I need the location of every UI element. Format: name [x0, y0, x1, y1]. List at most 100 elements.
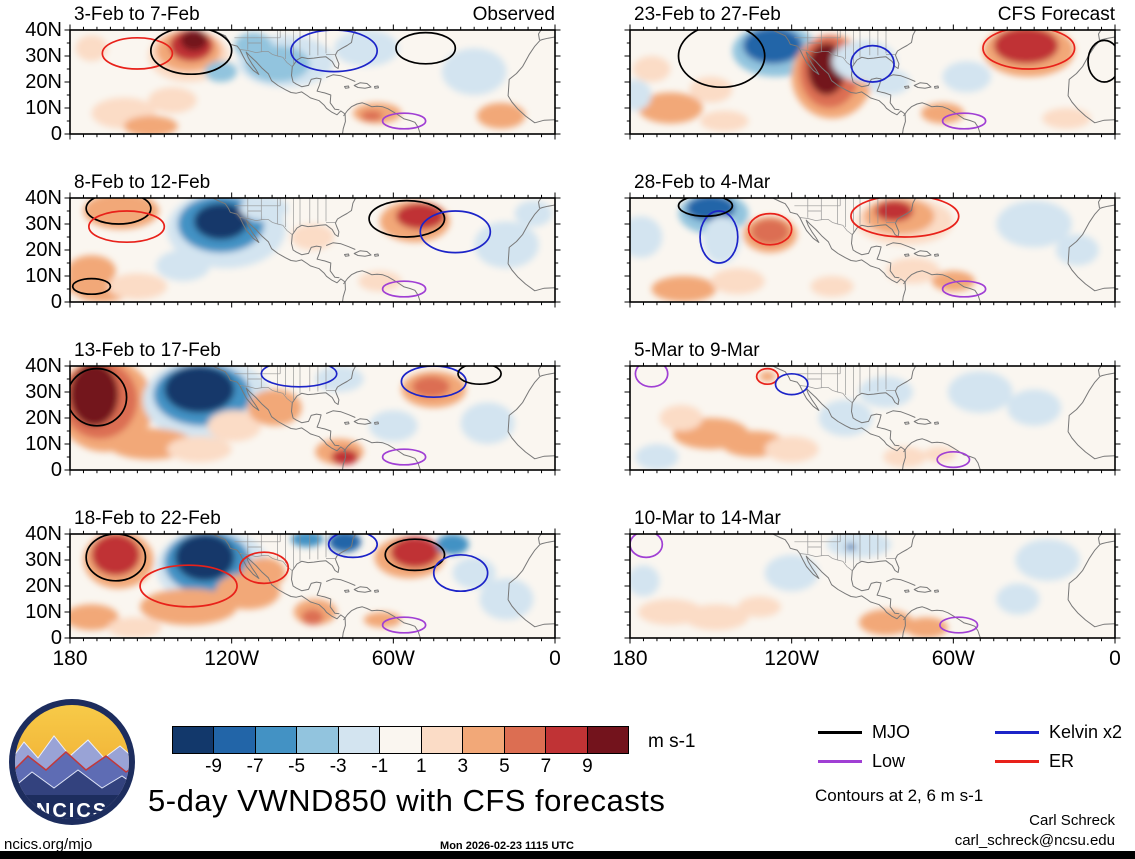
timestamp: Mon 2026-02-23 1115 UTC [440, 840, 574, 852]
legend-item-kelvin-x2: Kelvin x2 [995, 722, 1122, 742]
y-axis-label: 40N [25, 355, 62, 377]
colorbar-units: m s-1 [648, 731, 696, 752]
x-axis-label: 120W [764, 647, 820, 670]
colorbar-segment [254, 727, 297, 753]
map-panel-5: 23-Feb to 27-Feb CFS Forecast [624, 4, 1121, 144]
y-axis-label: 30N [25, 45, 62, 67]
colorbar-tick-label: -5 [288, 756, 306, 777]
colorbar-tick-label: -3 [329, 756, 347, 777]
logo-text: NCICS [36, 800, 108, 822]
map-canvas [624, 24, 1121, 140]
y-axis-label: 20N [25, 575, 62, 597]
legend-item-mjo: MJO [818, 722, 910, 742]
colorbar-segment [420, 727, 463, 753]
colorbar [172, 726, 629, 754]
x-axis-label: 0 [549, 647, 561, 670]
y-axis-label: 30N [25, 549, 62, 571]
colorbar-tick-label: -1 [371, 756, 389, 777]
panel-date-range: 23-Feb to 27-Feb [634, 4, 781, 25]
website-text: ncics.org/mjo [4, 836, 93, 853]
legend-label: Low [872, 751, 906, 771]
panel-date-range: 13-Feb to 17-Feb [74, 340, 221, 361]
panel-date-range: 3-Feb to 7-Feb [74, 4, 200, 25]
y-axis-label: 0 [50, 627, 62, 649]
y-axis-label: 0 [50, 459, 62, 481]
colorbar-labels: -9 -7 -5 -3 -1 1 3 5 7 9 [172, 757, 629, 779]
x-axis-label: 0 [1109, 647, 1121, 670]
legend-label: ER [1049, 751, 1075, 771]
map-panel-6: 28-Feb to 4-Mar [624, 172, 1121, 312]
map-canvas [64, 192, 561, 308]
y-axis-label: 0 [50, 123, 62, 145]
map-canvas [64, 528, 561, 644]
colorbar-segment [173, 727, 214, 753]
map-panel-7: 5-Mar to 9-Mar [624, 340, 1121, 480]
y-axis-label: 10N [25, 433, 62, 455]
colorbar-tick-label: 9 [582, 756, 593, 777]
credit-email: carl_schreck@ncsu.edu [954, 832, 1115, 849]
colorbar-segment [296, 727, 338, 753]
map-canvas [624, 192, 1121, 308]
map-canvas [64, 24, 561, 140]
y-axis-label: 40N [25, 523, 62, 545]
colorbar-segment [545, 727, 587, 753]
x-axis-label: 180 [52, 647, 88, 670]
map-panel-8: 10-Mar to 14-Mar [624, 508, 1121, 648]
map-panel-4: 18-Feb to 22-Feb [64, 508, 561, 648]
y-axis-label: 20N [25, 407, 62, 429]
legend-line [818, 759, 862, 763]
figure-title: 5-day VWND850 with CFS forecasts [148, 783, 666, 818]
column-label: Observed [472, 4, 555, 25]
colorbar-segment [337, 727, 380, 753]
panel-date-range: 10-Mar to 14-Mar [634, 508, 781, 529]
y-axis-label: 30N [25, 381, 62, 403]
y-axis-label: 10N [25, 97, 62, 119]
colorbar-segment [213, 727, 255, 753]
x-axis-label: 60W [371, 647, 415, 670]
legend-line [995, 759, 1039, 763]
y-axis-label: 10N [25, 601, 62, 623]
map-panel-2: 8-Feb to 12-Feb [64, 172, 561, 312]
bottom-bar [0, 851, 1135, 859]
x-axis-label: 60W [931, 647, 975, 670]
y-axis-label: 30N [25, 213, 62, 235]
colorbar-tick-label: 5 [499, 756, 510, 777]
x-axis-label: 120W [204, 647, 260, 670]
map-panel-3: 13-Feb to 17-Feb [64, 340, 561, 480]
legend-line [995, 730, 1039, 734]
y-axis-label: 20N [25, 239, 62, 261]
legend-line [818, 730, 862, 734]
panel-date-range: 28-Feb to 4-Mar [634, 172, 771, 193]
y-axis-label: 0 [50, 291, 62, 313]
colorbar-tick-label: -9 [205, 756, 222, 777]
map-canvas [624, 360, 1121, 476]
y-axis-label: 40N [25, 19, 62, 41]
y-axis-label: 20N [25, 71, 62, 93]
legend-label: Kelvin x2 [1049, 722, 1123, 742]
colorbar-tick-label: 3 [457, 756, 469, 777]
panel-date-range: 8-Feb to 12-Feb [74, 172, 211, 193]
y-axis-label: 10N [25, 265, 62, 287]
contour-note: Contours at 2, 6 m s-1 [815, 786, 984, 805]
y-axis-label: 40N [25, 187, 62, 209]
colorbar-segment [462, 727, 504, 753]
colorbar-tick-label: 7 [540, 756, 552, 777]
legend-label: MJO [872, 722, 910, 742]
panel-date-range: 18-Feb to 22-Feb [74, 508, 221, 529]
x-axis-label: 180 [612, 647, 648, 670]
map-canvas [64, 360, 561, 476]
ncics-logo: NCICS [9, 699, 135, 825]
colorbar-segment [379, 727, 421, 753]
colorbar-segment [503, 727, 546, 753]
map-canvas [624, 528, 1121, 644]
legend-item-er: ER [995, 751, 1074, 771]
map-panel-1: 3-Feb to 7-Feb Observed [64, 4, 561, 144]
panel-date-range: 5-Mar to 9-Mar [634, 340, 760, 361]
credit-name: Carl Schreck [1029, 812, 1115, 829]
colorbar-tick-label: 1 [415, 756, 427, 777]
colorbar-segment [586, 727, 628, 753]
column-label: CFS Forecast [997, 4, 1115, 25]
legend-item-low: Low [818, 751, 905, 771]
colorbar-tick-label: -7 [246, 756, 264, 777]
